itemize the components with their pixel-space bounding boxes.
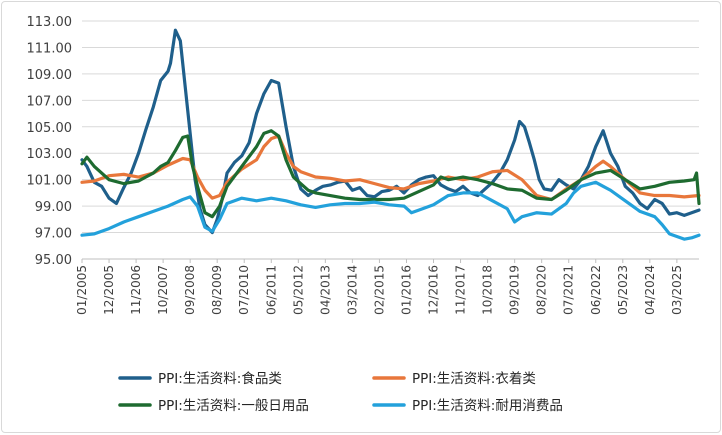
x-tick-label: 10/2007 bbox=[156, 265, 170, 315]
x-tick-label: 04/2024 bbox=[643, 265, 657, 315]
legend-label: PPI:生活资料:衣着类 bbox=[412, 370, 536, 387]
x-tick-label: 07/2021 bbox=[562, 265, 576, 315]
x-tick-label: 04/2013 bbox=[318, 265, 332, 315]
x-tick-label: 03/2025 bbox=[670, 265, 684, 315]
x-tick-label: 03/2014 bbox=[345, 265, 359, 315]
y-tick-label: 111.00 bbox=[27, 41, 73, 56]
x-tick-label: 06/2022 bbox=[589, 265, 603, 315]
y-tick-label: 107.00 bbox=[27, 94, 73, 109]
x-tick-label: 08/2020 bbox=[535, 265, 549, 315]
x-tick-label: 12/2005 bbox=[102, 265, 116, 315]
x-tick-label: 10/2018 bbox=[481, 265, 495, 315]
y-tick-label: 101.00 bbox=[27, 174, 73, 189]
x-tick-label: 12/2016 bbox=[427, 265, 441, 315]
legend-label: PPI:生活资料:耐用消费品 bbox=[412, 398, 563, 414]
x-tick-label: 01/2016 bbox=[399, 265, 413, 315]
x-tick-label: 09/2019 bbox=[508, 265, 522, 315]
y-tick-label: 99.00 bbox=[35, 200, 72, 215]
y-tick-label: 105.00 bbox=[27, 121, 73, 136]
y-tick-label: 113.00 bbox=[27, 15, 73, 30]
x-tick-label: 11/2006 bbox=[129, 265, 143, 315]
x-tick-label: 09/2008 bbox=[183, 265, 197, 315]
x-tick-label: 02/2015 bbox=[372, 265, 386, 315]
x-tick-label: 05/2023 bbox=[616, 265, 630, 315]
y-tick-label: 95.00 bbox=[35, 253, 72, 268]
legend-label: PPI:生活资料:食品类 bbox=[158, 370, 282, 387]
x-tick-label: 08/2009 bbox=[210, 265, 224, 315]
series-line-0 bbox=[80, 28, 701, 235]
x-axis: 01/2005 12/2005 11/2006 10/2007 09/2008 08/20… bbox=[75, 259, 684, 315]
x-tick-label: 07/2010 bbox=[237, 265, 251, 315]
series-line-2 bbox=[80, 129, 701, 219]
series-layer bbox=[80, 28, 701, 241]
y-axis: 113.00 111.00 109.00 107.00 105.00 103.00 101.… bbox=[27, 15, 73, 268]
legend-label: PPI:生活资料:一般日用品 bbox=[158, 398, 309, 414]
series-line-3 bbox=[80, 180, 701, 241]
legend: PPI:生活资料:食品类 PPI:生活资料:衣着类 PPI:生活资料:一般日用品 PP… bbox=[118, 370, 563, 414]
x-tick-label: 01/2005 bbox=[75, 265, 89, 315]
x-tick-label: 06/2011 bbox=[264, 265, 278, 315]
y-tick-label: 97.00 bbox=[35, 227, 72, 242]
x-tick-label: 05/2012 bbox=[291, 265, 305, 315]
y-tick-label: 103.00 bbox=[27, 147, 73, 162]
x-tick-label: 11/2017 bbox=[454, 265, 468, 315]
y-tick-label: 109.00 bbox=[27, 68, 73, 83]
